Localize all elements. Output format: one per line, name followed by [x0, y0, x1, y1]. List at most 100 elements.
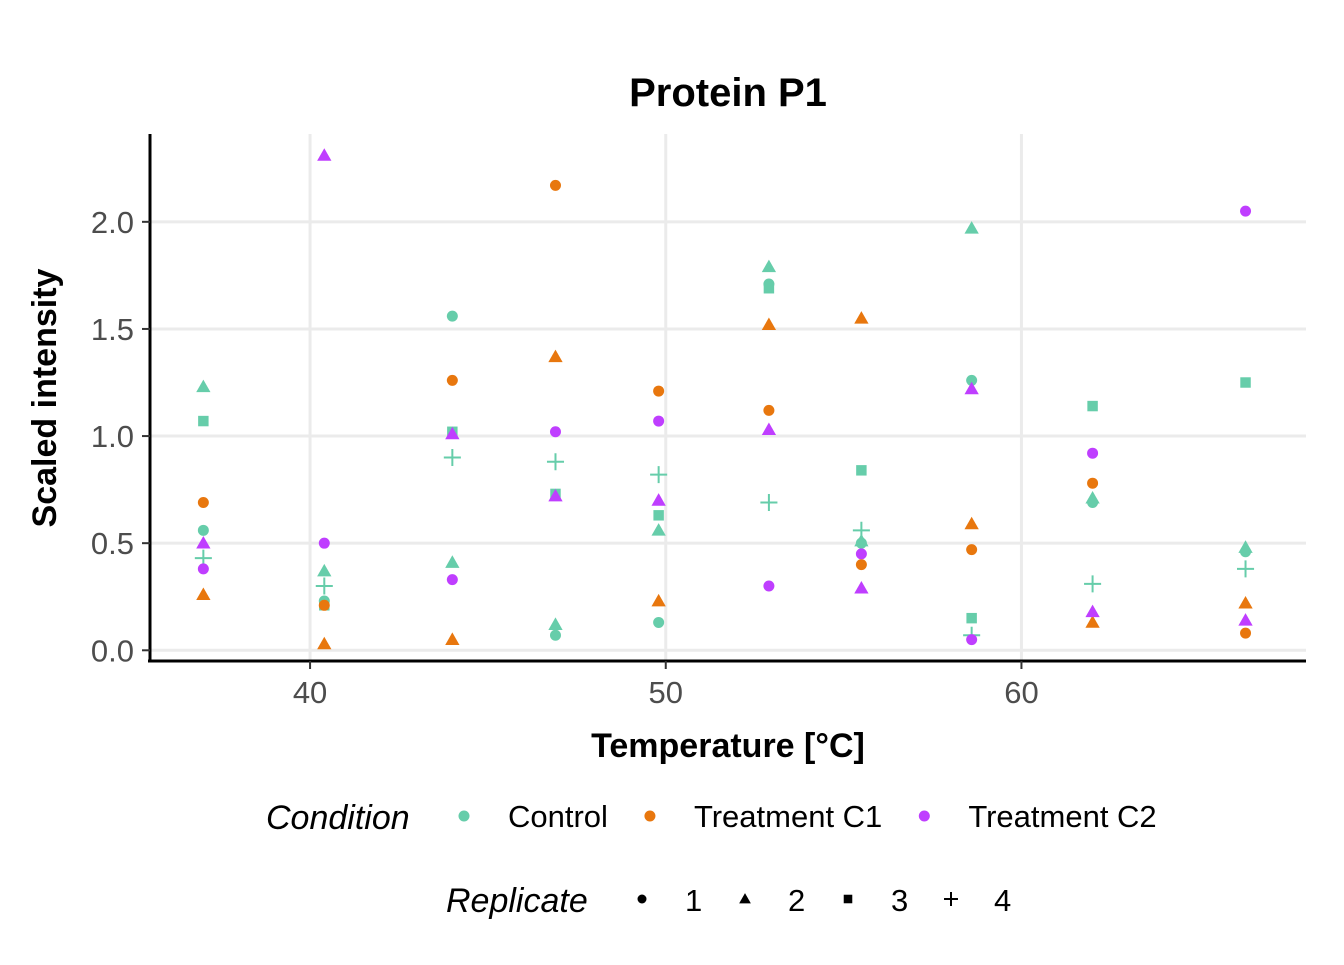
data-point	[1085, 491, 1100, 504]
legend-label-control: Control	[508, 799, 608, 834]
data-point	[854, 581, 869, 594]
replicate-legend-title: Replicate	[446, 882, 588, 920]
data-point	[1238, 540, 1253, 553]
axis-ticks: 0.0 0.5 1.0 1.5 2.0 40 50 60	[91, 205, 1039, 710]
data-point	[548, 349, 563, 363]
y-tick-label: 1.5	[91, 312, 134, 347]
legend-label-replicate-2: 2	[788, 883, 805, 918]
series-treatment-c2-rep-1	[197, 205, 1252, 646]
data-point	[196, 379, 211, 393]
data-point	[1087, 447, 1099, 459]
condition-legend: Condition Control Treatment C1 Treatment C…	[266, 799, 1157, 837]
data-point	[651, 493, 666, 506]
data-point	[653, 385, 665, 397]
data-point	[197, 563, 209, 575]
data-point	[318, 599, 330, 611]
data-point	[761, 259, 777, 273]
y-tick-label: 2.0	[91, 205, 134, 240]
data-point	[549, 629, 561, 641]
legend-label-treatment-c1: Treatment C1	[694, 799, 882, 834]
data-point	[650, 466, 668, 484]
chart-title: Protein P1	[629, 71, 827, 115]
legend-label-replicate-4: 4	[994, 883, 1011, 918]
data-point	[854, 311, 869, 324]
data-point	[653, 415, 665, 427]
legend-label-treatment-c2: Treatment C2	[968, 799, 1156, 834]
series-treatment-c1-rep-1	[197, 179, 1252, 639]
data-point	[548, 488, 563, 502]
data-point	[446, 574, 458, 586]
x-tick-label: 50	[649, 675, 683, 710]
data-point	[653, 510, 664, 521]
x-tick-label: 40	[293, 675, 327, 710]
data-point	[855, 548, 867, 560]
data-point	[549, 179, 561, 191]
data-point	[760, 493, 778, 511]
data-point	[1240, 205, 1252, 217]
data-point	[1084, 575, 1102, 593]
data-point	[197, 496, 209, 508]
legend-label-replicate-1: 1	[685, 883, 702, 918]
data-point	[854, 533, 869, 547]
legend-key-replicate-1	[637, 894, 647, 904]
data-point	[315, 577, 333, 595]
data-point	[548, 617, 563, 630]
grid-lines	[150, 134, 1306, 661]
data-point	[445, 426, 460, 440]
replicate-legend: Replicate 1 2 3 4	[446, 882, 1011, 920]
data-point	[852, 521, 870, 539]
data-point	[1237, 560, 1255, 578]
data-point	[763, 580, 775, 592]
y-tick-label: 1.0	[91, 419, 134, 454]
data-point	[198, 415, 209, 427]
data-point	[855, 559, 867, 571]
data-point	[763, 283, 775, 294]
data-point	[196, 587, 211, 600]
data-point	[763, 404, 775, 416]
data-point	[1238, 596, 1253, 609]
legend-key-replicate-4	[944, 892, 958, 906]
legend-key-replicate-3	[843, 894, 853, 904]
data-point	[966, 374, 978, 386]
x-tick-label: 60	[1004, 675, 1038, 710]
data-point	[964, 381, 979, 395]
data-point	[317, 148, 332, 161]
data-point	[549, 426, 561, 438]
data-point	[966, 634, 978, 646]
data-point	[761, 317, 777, 331]
legend-key-replicate-2	[739, 893, 751, 904]
data-point	[966, 612, 977, 624]
data-point	[1087, 477, 1099, 489]
y-tick-label: 0.0	[91, 633, 134, 668]
legend-label-replicate-3: 3	[891, 883, 908, 918]
y-axis-title: Scaled intensity	[26, 268, 64, 527]
data-point	[1085, 615, 1100, 628]
data-point	[761, 422, 777, 435]
data-point	[651, 523, 666, 536]
data-point	[1238, 613, 1253, 626]
series-control-rep-2	[196, 221, 1253, 630]
data-point	[196, 536, 211, 549]
y-tick-label: 0.5	[91, 526, 134, 561]
condition-legend-title: Condition	[266, 799, 410, 837]
data-points	[194, 148, 1255, 650]
series-treatment-c1-rep-2	[196, 311, 1253, 650]
x-axis-title: Temperature [°C]	[591, 727, 865, 765]
data-point	[445, 555, 460, 568]
data-point	[1240, 627, 1252, 639]
data-point	[653, 616, 665, 628]
data-point	[546, 453, 565, 471]
data-point	[197, 524, 209, 536]
data-point	[966, 544, 978, 556]
data-point	[317, 563, 332, 577]
data-point	[651, 593, 666, 607]
data-point	[856, 465, 867, 476]
data-point	[446, 310, 458, 322]
data-point	[317, 636, 332, 650]
data-point	[445, 632, 460, 645]
data-point	[964, 221, 979, 234]
data-point	[1240, 377, 1251, 388]
data-point	[443, 448, 461, 467]
legend-key-treatment-c2	[918, 810, 930, 822]
